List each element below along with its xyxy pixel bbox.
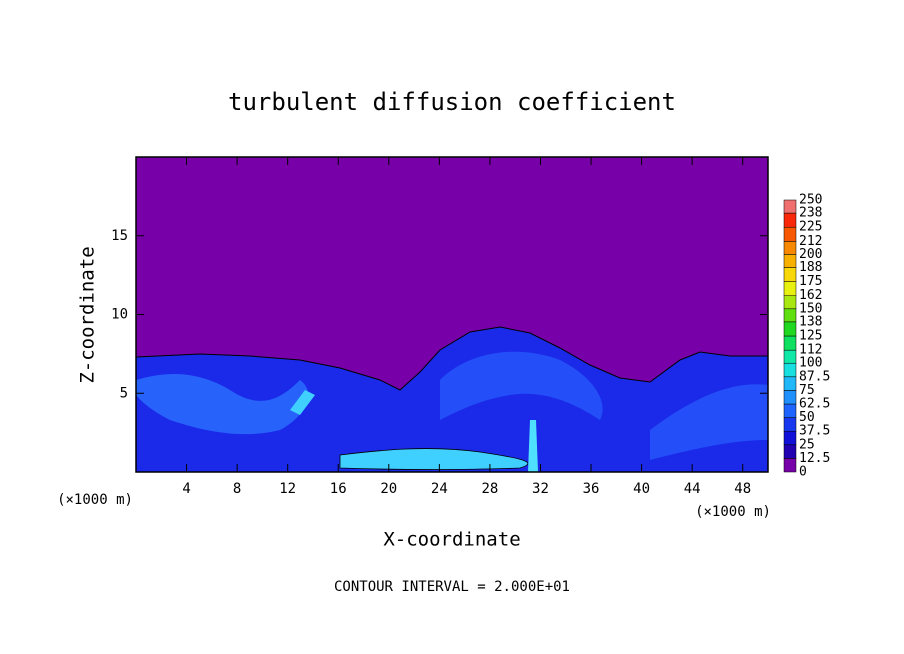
contour-field	[136, 157, 768, 472]
x-tick-label: 20	[380, 481, 397, 497]
x-tick-label: 28	[481, 481, 498, 497]
footnote: CONTOUR INTERVAL = 2.000E+01	[334, 579, 570, 595]
y-tick-label: 5	[120, 385, 128, 401]
colorbar-label: 162	[799, 288, 822, 303]
y-tick-label: 10	[111, 307, 128, 323]
field-region	[528, 420, 538, 472]
colorbar-label: 50	[799, 410, 815, 425]
colorbar-swatch	[783, 444, 797, 459]
colorbar-label: 212	[799, 234, 822, 249]
colorbar-label: 87.5	[799, 369, 830, 384]
colorbar-swatch	[783, 241, 797, 255]
colorbar-label: 138	[799, 314, 822, 329]
field-region	[650, 384, 768, 460]
colorbar-swatch	[783, 417, 797, 432]
x-tick-label: 32	[532, 481, 549, 497]
field-region	[440, 351, 603, 420]
colorbar-swatch	[783, 376, 797, 391]
colorbar-swatch	[783, 321, 797, 337]
colorbar-label: 250	[799, 193, 822, 208]
colorbar-swatch	[783, 430, 797, 446]
field-region	[339, 448, 529, 470]
colorbar-swatch	[783, 226, 797, 242]
colorbar-swatch	[783, 390, 797, 405]
x-tick-label: 8	[233, 481, 241, 497]
colorbar-label: 62.5	[799, 397, 830, 412]
colorbar-label: 125	[799, 329, 822, 344]
colorbar-swatch	[783, 403, 797, 418]
colorbar-label: 75	[799, 383, 815, 398]
colorbar-swatch	[783, 267, 797, 282]
colorbar-label: 150	[799, 301, 822, 316]
colorbar-swatch	[783, 254, 797, 268]
colorbar-label: 200	[799, 247, 822, 262]
x-tick-label: 24	[431, 481, 448, 497]
y-tick-label: 15	[111, 228, 128, 244]
colorbar-swatch	[783, 212, 797, 228]
colorbar-swatch	[783, 362, 797, 378]
x-tick-label: 12	[279, 481, 296, 497]
colorbar-swatch	[783, 308, 797, 323]
colorbar-label: 100	[799, 356, 822, 371]
x-axis-label: X-coordinate	[383, 529, 520, 551]
colorbar-label: 25	[799, 437, 815, 452]
x-tick-label: 4	[182, 481, 190, 497]
colorbar-label: 225	[799, 220, 822, 235]
chart-title: turbulent diffusion coefficient	[228, 88, 676, 116]
x-tick-label: 40	[633, 481, 650, 497]
field-region	[290, 390, 315, 415]
colorbar-label: 238	[799, 206, 822, 221]
colorbar-swatch	[783, 335, 797, 351]
colorbar-label: 112	[799, 343, 822, 358]
x-tick-label: 36	[583, 481, 600, 497]
x-tick-label: 44	[684, 481, 701, 497]
colorbar-label: 175	[799, 274, 822, 289]
colorbar-label: 188	[799, 260, 822, 275]
colorbar-swatch	[783, 349, 797, 364]
x-tick-label: 48	[734, 481, 751, 497]
colorbar-label: 0	[799, 465, 807, 480]
colorbar-label: 37.5	[799, 424, 830, 439]
colorbar-label: 12.5	[799, 451, 830, 466]
colorbar-swatch	[783, 199, 797, 214]
colorbar-swatch	[783, 281, 797, 296]
colorbar-swatch	[783, 295, 797, 310]
x-unit-label: (×1000 m)	[57, 492, 133, 508]
x-unit-label: (×1000 m)	[695, 504, 771, 520]
field-region	[136, 374, 309, 435]
x-tick-label: 16	[330, 481, 347, 497]
y-axis-label: Z-coordinate	[77, 246, 99, 383]
colorbar-swatch	[783, 458, 797, 473]
